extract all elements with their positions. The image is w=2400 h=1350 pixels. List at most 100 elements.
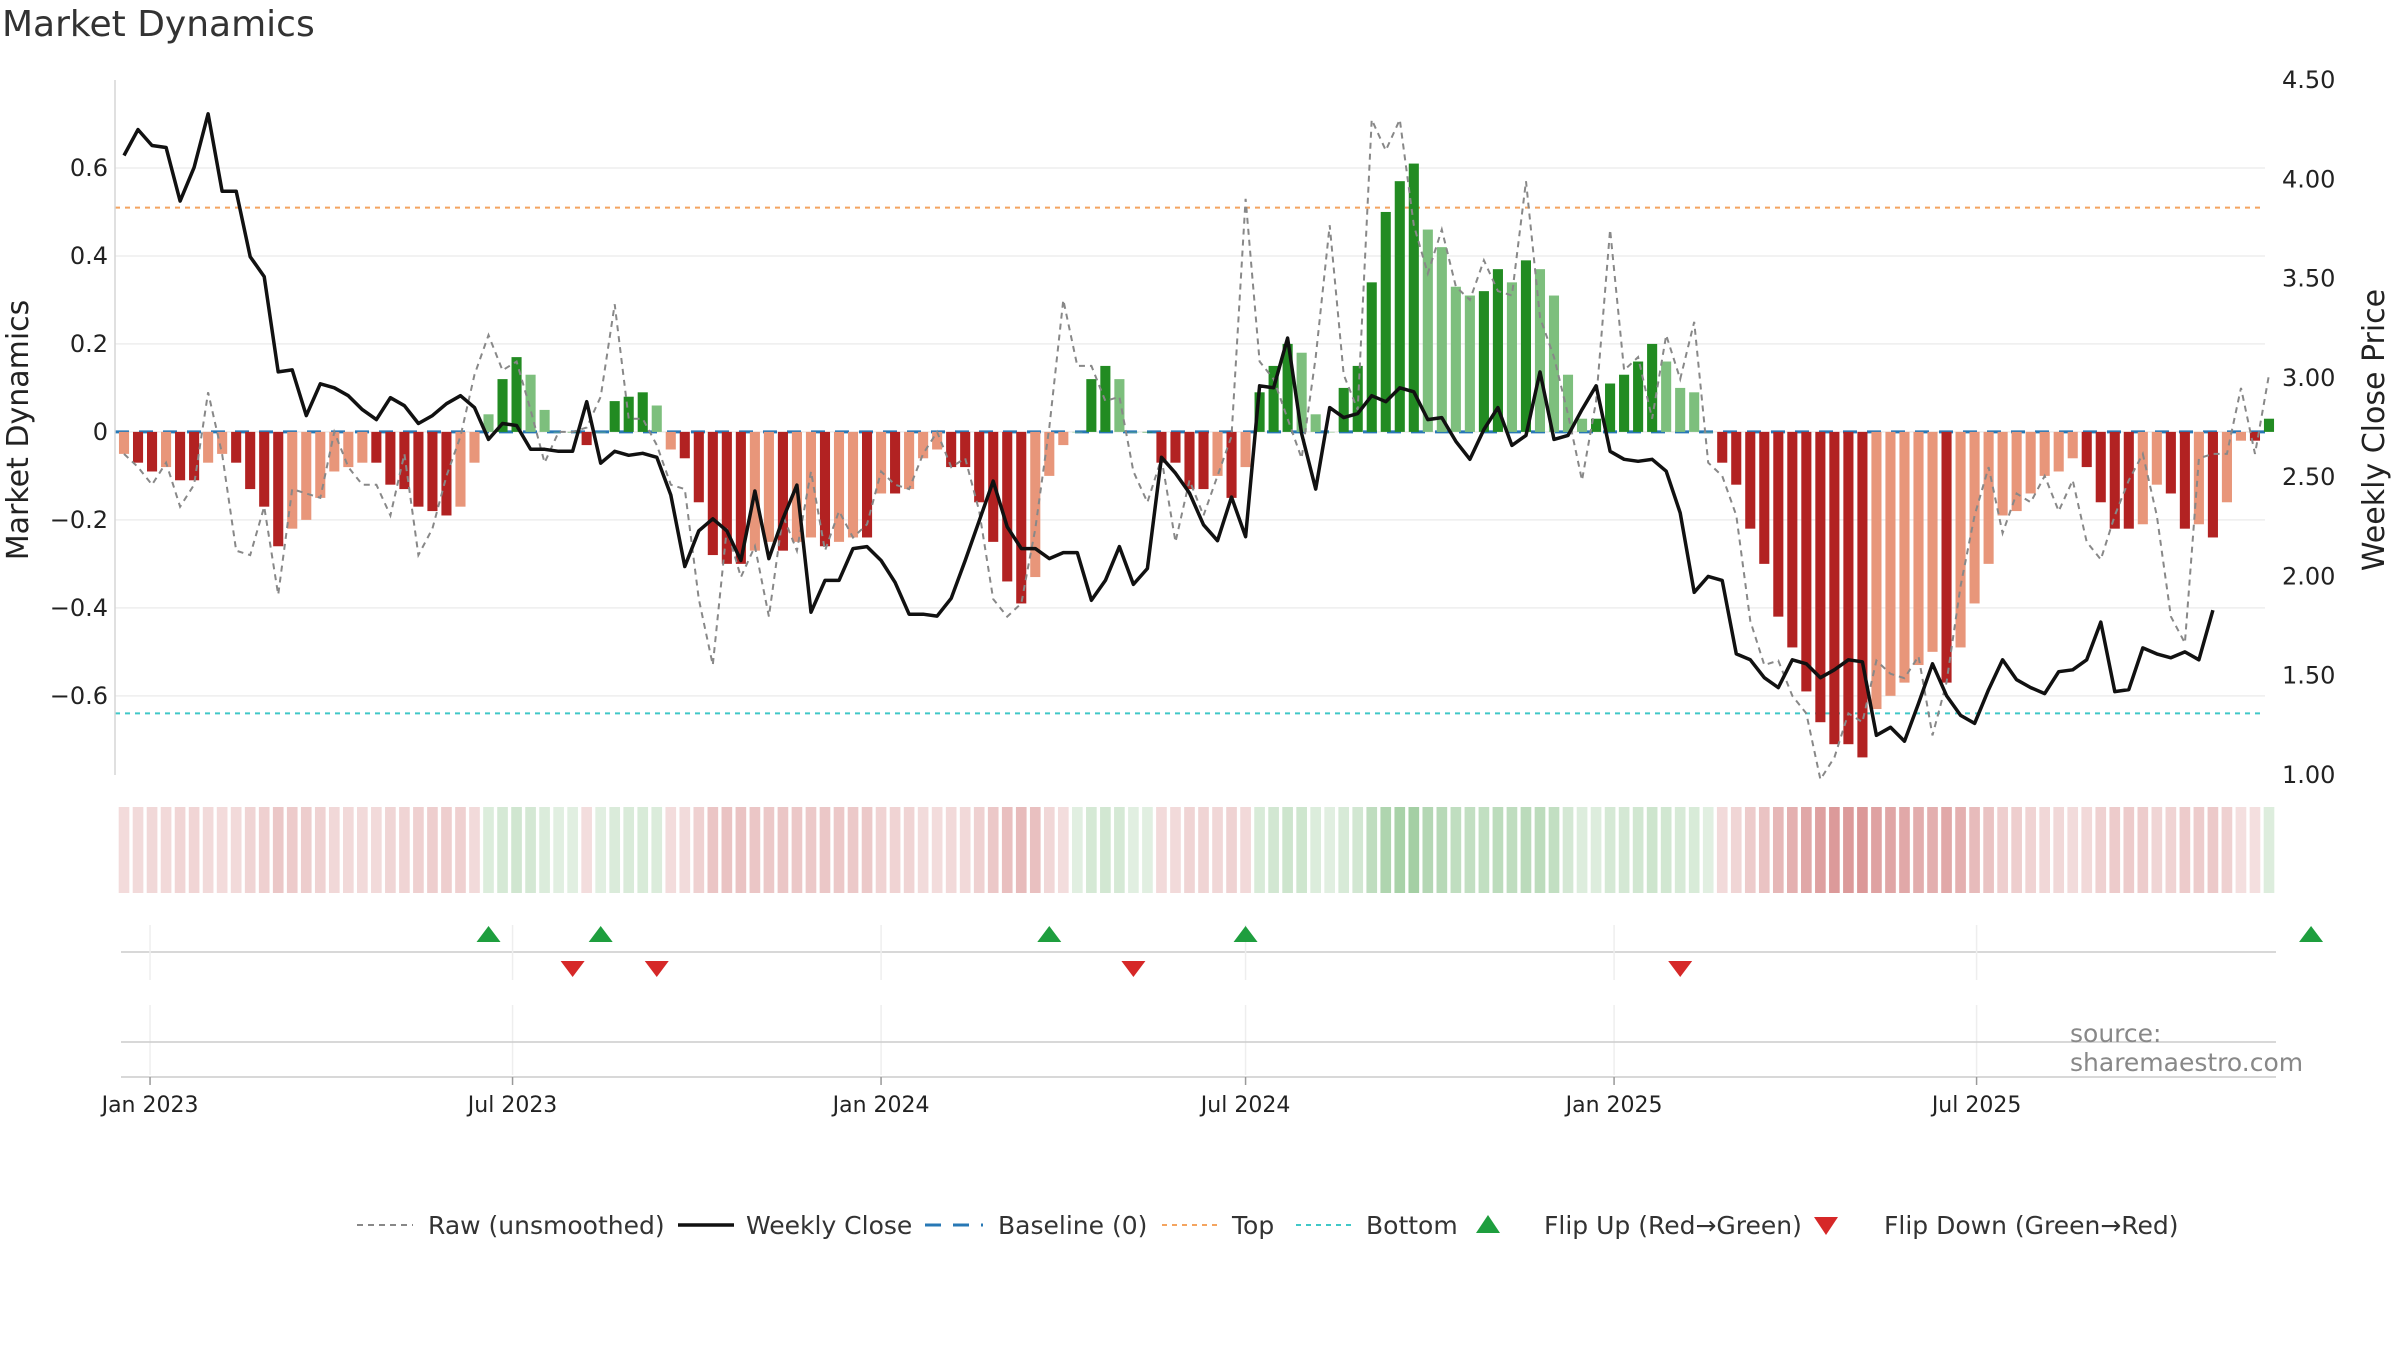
left-tick-label: −0.4 xyxy=(50,594,108,622)
regime-strip-cell xyxy=(2151,807,2163,893)
regime-strip-cell xyxy=(1254,807,1265,893)
dynamics-bar xyxy=(2025,431,2036,494)
dynamics-bar xyxy=(2193,431,2204,525)
dynamics-bar xyxy=(175,431,186,481)
regime-strip-cell xyxy=(1899,807,1910,893)
regime-strip-cell xyxy=(973,807,985,893)
regime-strip-cell xyxy=(595,807,606,893)
dynamics-bar xyxy=(118,431,130,454)
dynamics-bar xyxy=(2151,431,2162,485)
dynamics-bar xyxy=(1436,247,1447,432)
regime-strip-cell xyxy=(371,807,382,893)
regime-strip-cell xyxy=(2095,807,2107,893)
regime-strip-cell xyxy=(1702,807,1714,893)
regime-strip-cell xyxy=(2221,807,2233,893)
regime-strip-cell xyxy=(1170,807,1181,893)
dynamics-bar xyxy=(2249,431,2261,441)
regime-strip-cell xyxy=(2249,807,2261,893)
dynamics-bar xyxy=(385,431,396,485)
dynamics-bar xyxy=(1955,431,1966,648)
dynamics-bar xyxy=(679,431,690,459)
regime-strip-cell xyxy=(777,807,789,893)
dynamics-bar xyxy=(1689,392,1700,432)
dynamics-bar xyxy=(553,431,564,433)
regime-strip-cell xyxy=(174,807,186,893)
regime-strip-cell xyxy=(945,807,957,893)
dynamics-bar xyxy=(469,431,480,463)
flip-down-marker xyxy=(1668,961,1693,977)
dynamics-bar xyxy=(161,431,172,468)
legend-item-flip-up: Flip Up (Red→Green) xyxy=(1476,1211,1802,1240)
regime-strip-cell xyxy=(2123,807,2135,893)
dynamics-bar xyxy=(763,431,774,542)
regime-strip-cell xyxy=(1408,807,1420,893)
legend-swatch xyxy=(1814,1217,1838,1235)
dynamics-bar xyxy=(1380,211,1391,432)
dynamics-bar xyxy=(217,431,228,454)
dynamics-bar xyxy=(1605,383,1616,432)
regime-strip-cell xyxy=(357,807,368,893)
dynamics-bar xyxy=(1114,379,1125,432)
legend-swatch xyxy=(1476,1215,1500,1233)
regime-strip-cell xyxy=(455,807,466,893)
regime-strip-cell xyxy=(1128,807,1139,893)
dynamics-bar xyxy=(651,405,662,432)
regime-strip-cell xyxy=(1198,807,1209,893)
regime-strip-cell xyxy=(553,807,564,893)
regime-strip-cell xyxy=(2235,807,2247,893)
regime-strip-cell xyxy=(1324,807,1336,893)
dynamics-bar xyxy=(1759,431,1770,564)
regime-strip-cell xyxy=(469,807,480,893)
regime-strip-cell xyxy=(1857,807,1868,893)
x-tick-label: Jul 2025 xyxy=(1930,1093,2022,1118)
dynamics-bar xyxy=(1422,229,1433,432)
regime-strip-cell xyxy=(1268,807,1279,893)
regime-strip-cell xyxy=(1885,807,1896,893)
regime-strip-cell xyxy=(721,807,733,893)
regime-strip-cell xyxy=(1043,807,1055,893)
regime-strip-cell xyxy=(749,807,761,893)
regime-strip-cell xyxy=(1352,807,1364,893)
left-tick-label: 0.2 xyxy=(70,330,108,358)
dynamics-bar xyxy=(1016,431,1027,604)
regime-strip-cell xyxy=(1282,807,1293,893)
dynamics-bar xyxy=(1576,418,1588,432)
regime-strip-cell xyxy=(1114,807,1125,893)
dynamics-bar xyxy=(1773,431,1784,617)
legend-label: Baseline (0) xyxy=(998,1211,1147,1240)
dynamics-bar xyxy=(343,431,354,468)
dynamics-bar xyxy=(1086,379,1097,432)
dynamics-bar xyxy=(1591,418,1602,432)
regime-strip-cell xyxy=(861,807,873,893)
regime-strip-cell xyxy=(1366,807,1378,893)
dynamics-bar xyxy=(1058,431,1069,446)
regime-strip-cell xyxy=(875,807,887,893)
regime-strip-cell xyxy=(1240,807,1251,893)
left-tick-label: −0.2 xyxy=(50,506,108,534)
dynamics-bar xyxy=(427,431,438,512)
regime-strip-cell xyxy=(1548,807,1560,893)
regime-strip-cell xyxy=(1072,807,1083,893)
regime-strip-cell xyxy=(244,807,256,893)
dynamics-bar xyxy=(1927,431,1938,652)
dynamics-bar xyxy=(1983,431,1994,564)
dynamics-bar xyxy=(1254,392,1265,432)
dynamics-bar xyxy=(2109,431,2120,529)
regime-strip-cell xyxy=(1422,807,1434,893)
regime-strip-cell xyxy=(1029,807,1041,893)
regime-strip-cell xyxy=(1618,807,1630,893)
regime-strip-cell xyxy=(679,807,691,893)
regime-strip-cell xyxy=(1744,807,1756,893)
dynamics-bar xyxy=(2263,418,2275,432)
regime-strip-cell xyxy=(959,807,971,893)
regime-strip-cell xyxy=(272,807,284,893)
x-tick-label: Jul 2023 xyxy=(466,1093,558,1118)
dynamics-bar xyxy=(1899,431,1910,683)
dynamics-bar xyxy=(1170,431,1181,463)
right-tick-label: 1.50 xyxy=(2282,662,2335,690)
dynamics-bar xyxy=(1520,260,1532,432)
dynamics-bar xyxy=(483,414,494,432)
regime-strip-cell xyxy=(300,807,312,893)
right-tick-label: 1.00 xyxy=(2282,761,2335,789)
